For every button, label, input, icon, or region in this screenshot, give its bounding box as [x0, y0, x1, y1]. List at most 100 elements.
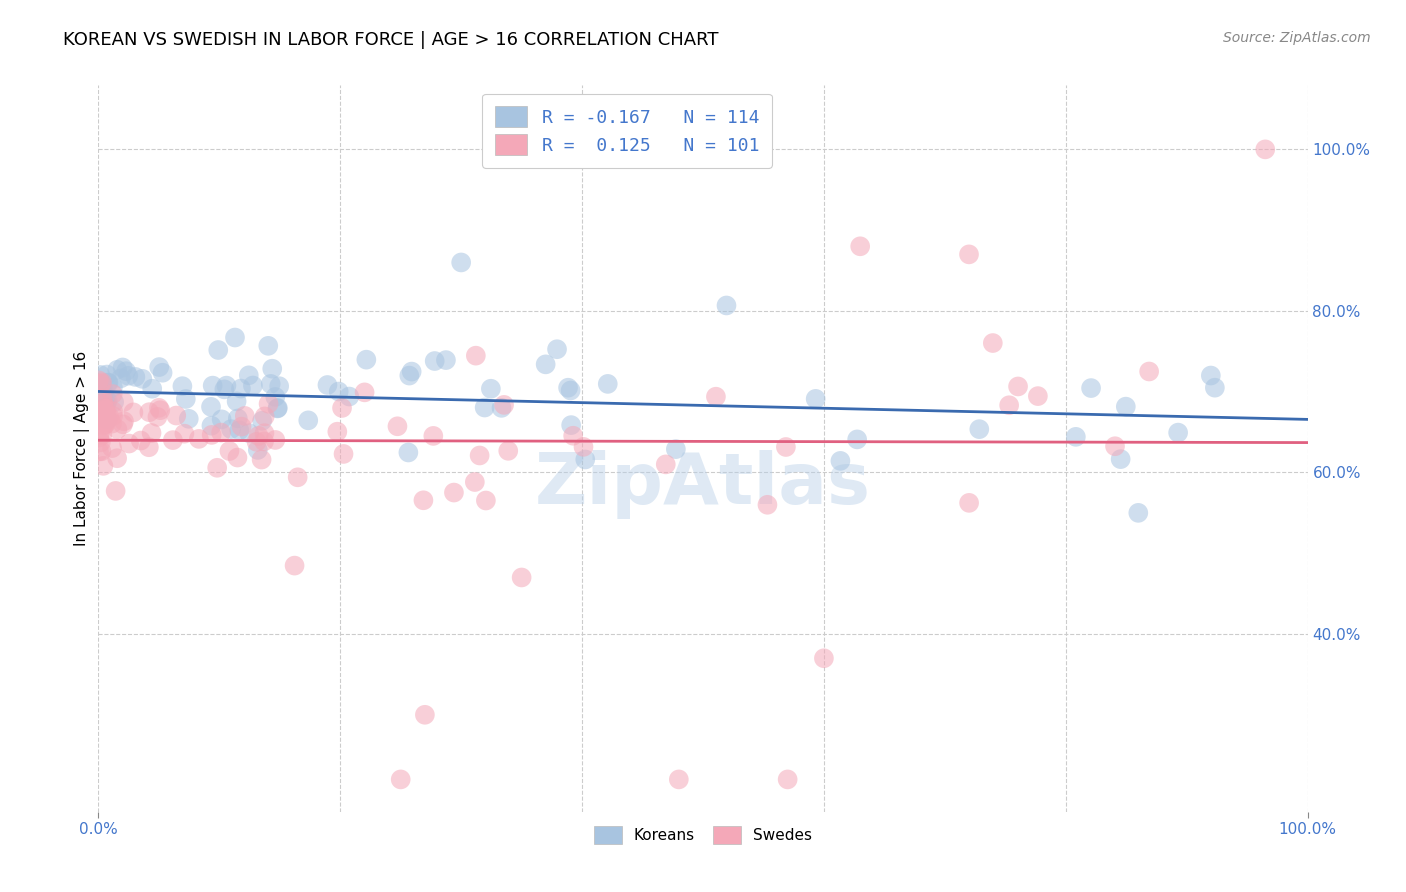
- Point: [148, 360, 170, 375]
- Point: [398, 368, 420, 383]
- Point: [87, 393, 110, 408]
- Point: [250, 452, 273, 467]
- Point: [396, 445, 419, 459]
- Point: [226, 411, 249, 425]
- Point: [200, 418, 222, 433]
- Point: [91, 379, 114, 393]
- Point: [118, 436, 141, 450]
- Point: [1254, 142, 1277, 156]
- Point: [87, 374, 110, 388]
- Point: [423, 354, 446, 368]
- Point: [89, 430, 111, 444]
- Point: [90, 409, 112, 424]
- Point: [422, 429, 444, 443]
- Point: [250, 414, 273, 428]
- Point: [90, 444, 112, 458]
- Point: [297, 413, 319, 427]
- Point: [356, 352, 378, 367]
- Point: [89, 397, 111, 411]
- Point: [91, 412, 114, 426]
- Point: [253, 434, 276, 449]
- Point: [94, 409, 117, 423]
- Point: [105, 422, 128, 436]
- Point: [776, 772, 799, 787]
- Point: [101, 404, 124, 418]
- Point: [211, 412, 233, 426]
- Point: [87, 444, 110, 458]
- Point: [412, 493, 434, 508]
- Point: [475, 493, 498, 508]
- Point: [103, 395, 125, 409]
- Point: [93, 393, 115, 408]
- Point: [177, 412, 200, 426]
- Point: [87, 383, 110, 397]
- Point: [96, 396, 118, 410]
- Point: [165, 409, 187, 423]
- Point: [464, 349, 486, 363]
- Point: [226, 450, 249, 465]
- Point: [1204, 381, 1226, 395]
- Point: [90, 395, 112, 409]
- Point: [89, 396, 111, 410]
- Point: [96, 368, 118, 382]
- Point: [214, 382, 236, 396]
- Point: [105, 363, 128, 377]
- Point: [1115, 400, 1137, 414]
- Point: [981, 336, 1004, 351]
- Point: [247, 429, 270, 443]
- Point: [387, 419, 409, 434]
- Point: [562, 428, 585, 442]
- Point: [491, 401, 513, 415]
- Point: [174, 392, 197, 406]
- Point: [1026, 389, 1049, 403]
- Point: [957, 247, 980, 261]
- Point: [218, 444, 240, 458]
- Point: [215, 378, 238, 392]
- Point: [756, 498, 779, 512]
- Point: [90, 435, 112, 450]
- Point: [479, 382, 502, 396]
- Point: [90, 399, 112, 413]
- Point: [219, 422, 242, 436]
- Point: [101, 417, 124, 431]
- Point: [162, 433, 184, 447]
- Point: [201, 428, 224, 442]
- Point: [87, 408, 110, 422]
- Point: [131, 372, 153, 386]
- Point: [266, 401, 288, 416]
- Point: [337, 390, 360, 404]
- Point: [146, 409, 169, 424]
- Point: [225, 394, 247, 409]
- Point: [117, 368, 139, 383]
- Point: [97, 410, 120, 425]
- Point: [998, 398, 1021, 412]
- Point: [957, 496, 980, 510]
- Point: [89, 368, 111, 382]
- Point: [101, 409, 124, 423]
- Point: [238, 368, 260, 383]
- Point: [1104, 439, 1126, 453]
- Point: [496, 443, 519, 458]
- Point: [122, 405, 145, 419]
- Point: [264, 433, 287, 447]
- Point: [245, 434, 267, 449]
- Point: [201, 378, 224, 392]
- Point: [91, 376, 114, 390]
- Point: [89, 385, 111, 400]
- Point: [97, 393, 120, 408]
- Point: [704, 390, 727, 404]
- Point: [152, 366, 174, 380]
- Point: [90, 384, 112, 399]
- Point: [91, 427, 114, 442]
- Point: [172, 379, 194, 393]
- Point: [668, 772, 690, 787]
- Point: [91, 403, 114, 417]
- Text: Source: ZipAtlas.com: Source: ZipAtlas.com: [1223, 31, 1371, 45]
- Point: [229, 382, 252, 396]
- Point: [187, 432, 209, 446]
- Point: [90, 376, 112, 391]
- Point: [1080, 381, 1102, 395]
- Text: ZipAtlas: ZipAtlas: [536, 450, 870, 519]
- Point: [138, 440, 160, 454]
- Point: [138, 405, 160, 419]
